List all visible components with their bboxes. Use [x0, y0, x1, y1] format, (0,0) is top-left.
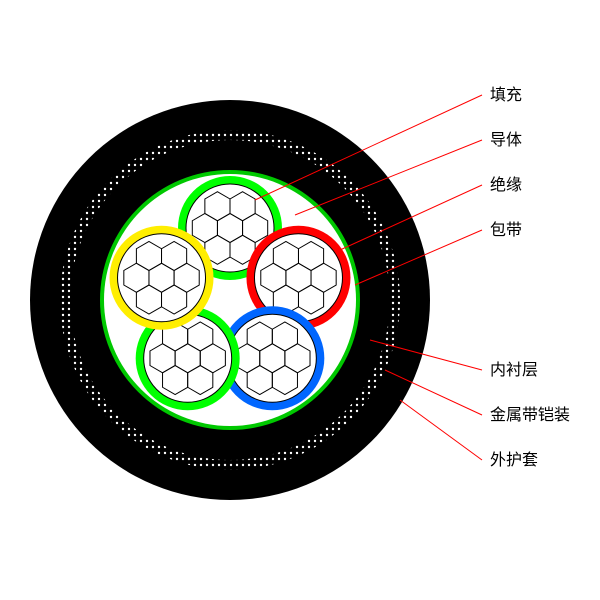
label-armor: 金属带铠装	[490, 406, 570, 424]
conductor	[118, 234, 206, 322]
label-inner_liner: 内衬层	[490, 361, 538, 379]
label-conductor: 导体	[490, 131, 522, 149]
label-insulation: 绝缘	[490, 176, 522, 194]
label-outer_sheath: 外护套	[490, 451, 538, 469]
conductor	[228, 314, 316, 402]
label-filler: 填充	[490, 86, 522, 104]
label-binder: 包带	[490, 221, 522, 239]
